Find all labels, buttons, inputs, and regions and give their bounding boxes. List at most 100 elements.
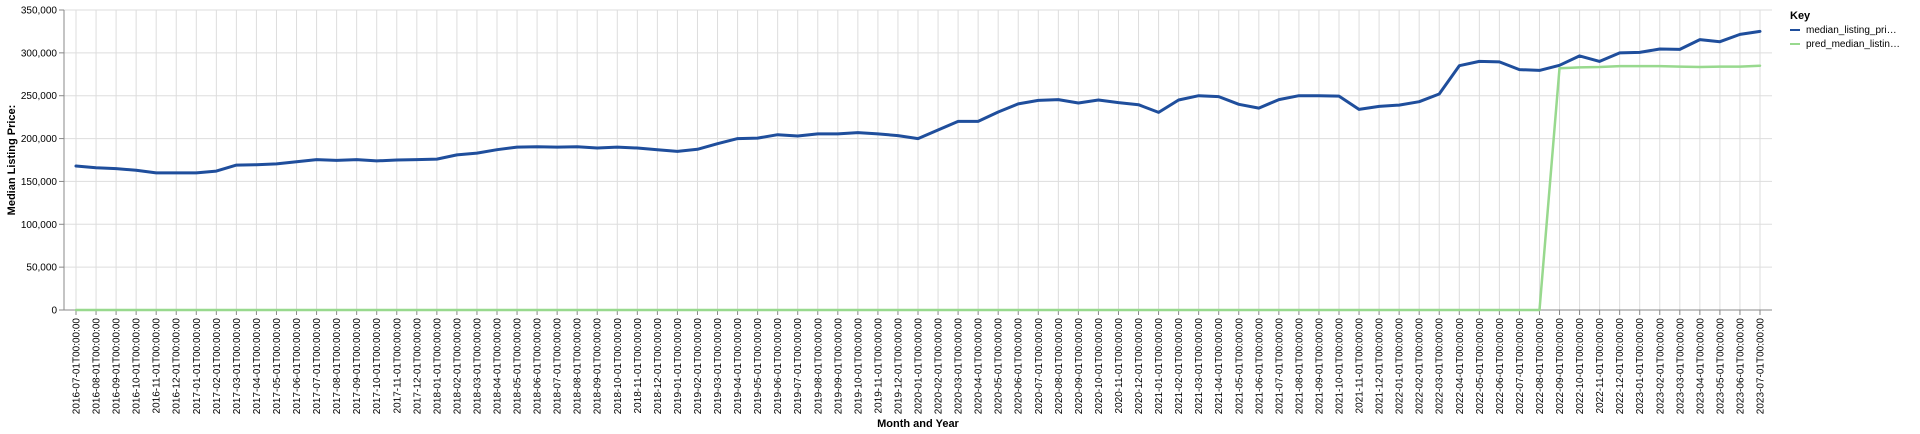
x-tick-label: 2022-02-01T00:00:00	[1415, 318, 1426, 415]
x-tick-label: 2021-04-01T00:00:00	[1214, 318, 1225, 415]
x-tick-label: 2019-07-01T00:00:00	[793, 318, 804, 415]
x-tick-label: 2020-12-01T00:00:00	[1134, 318, 1145, 415]
x-tick-label: 2017-07-01T00:00:00	[312, 318, 323, 415]
x-tick-label: 2023-05-01T00:00:00	[1715, 318, 1726, 415]
x-tick-label: 2017-03-01T00:00:00	[232, 318, 243, 415]
series-line-2	[74, 64, 1762, 312]
x-tick-label: 2018-03-01T00:00:00	[472, 318, 483, 415]
x-tick-label: 2016-12-01T00:00:00	[172, 318, 183, 415]
x-tick-label: 2023-01-01T00:00:00	[1635, 318, 1646, 415]
x-tick-label: 2018-12-01T00:00:00	[653, 318, 664, 415]
x-tick-label: 2017-01-01T00:00:00	[192, 318, 203, 415]
x-tick-label: 2018-01-01T00:00:00	[432, 318, 443, 415]
series-lines	[74, 29, 1762, 312]
x-tick-label: 2017-09-01T00:00:00	[352, 318, 363, 415]
y-tick-label: 150,000	[21, 177, 58, 188]
y-tick-label: 100,000	[21, 220, 58, 231]
x-tick-label: 2020-05-01T00:00:00	[994, 318, 1005, 415]
x-tick-label: 2020-04-01T00:00:00	[974, 318, 985, 415]
x-tick-label: 2021-08-01T00:00:00	[1294, 318, 1305, 415]
x-tick-label: 2019-08-01T00:00:00	[813, 318, 824, 415]
x-tick-label: 2023-07-01T00:00:00	[1756, 318, 1767, 415]
x-tick-label: 2019-03-01T00:00:00	[713, 318, 724, 415]
x-tick-label: 2021-09-01T00:00:00	[1314, 318, 1325, 415]
x-tick-label: 2019-06-01T00:00:00	[773, 318, 784, 415]
x-tick-label: 2021-06-01T00:00:00	[1254, 318, 1265, 415]
legend-label: median_listing_pri…	[1806, 25, 1897, 36]
x-tick-label: 2022-05-01T00:00:00	[1475, 318, 1486, 415]
y-tick-label: 300,000	[21, 48, 58, 59]
x-tick-label: 2018-05-01T00:00:00	[513, 318, 524, 415]
x-tick-label: 2021-10-01T00:00:00	[1335, 318, 1346, 415]
x-tick-label: 2018-08-01T00:00:00	[573, 318, 584, 415]
x-tick-label: 2022-11-01T00:00:00	[1595, 318, 1606, 414]
x-tick-label: 2019-10-01T00:00:00	[853, 318, 864, 415]
y-tick-label: 250,000	[21, 91, 58, 102]
x-tick-label: 2018-10-01T00:00:00	[613, 318, 624, 415]
x-tick-label: 2022-06-01T00:00:00	[1495, 318, 1506, 415]
x-tick-label: 2017-04-01T00:00:00	[252, 318, 263, 415]
x-tick-label: 2022-03-01T00:00:00	[1435, 318, 1446, 415]
x-tick-label: 2016-10-01T00:00:00	[132, 318, 143, 415]
x-tick-label: 2023-02-01T00:00:00	[1655, 318, 1666, 415]
series-line-1	[74, 29, 1762, 175]
x-tick-label: 2019-11-01T00:00:00	[873, 318, 884, 414]
x-tick-label: 2019-02-01T00:00:00	[693, 318, 704, 415]
x-tick-label: 2022-10-01T00:00:00	[1575, 318, 1586, 415]
x-tick-label: 2020-06-01T00:00:00	[1014, 318, 1025, 415]
x-tick-label: 2016-11-01T00:00:00	[152, 318, 163, 414]
x-tick-label: 2020-01-01T00:00:00	[914, 318, 925, 415]
x-tick-label: 2017-08-01T00:00:00	[332, 318, 343, 415]
y-axis-title: Median Listing Price:	[6, 105, 18, 216]
axes: 0 50,000 100,000 150,000 200,000 250,000 300,0…	[21, 6, 1772, 415]
x-tick-label: 2021-11-01T00:00:00	[1355, 318, 1366, 414]
x-tick-label: 2018-07-01T00:00:00	[553, 318, 564, 415]
x-tick-label: 2019-09-01T00:00:00	[833, 318, 844, 415]
x-tick-label: 2020-03-01T00:00:00	[954, 318, 965, 415]
x-tick-label: 2016-07-01T00:00:00	[72, 318, 83, 415]
x-tick-label: 2017-02-01T00:00:00	[212, 318, 223, 415]
x-tick-label: 2018-06-01T00:00:00	[533, 318, 544, 415]
legend-title: Key	[1790, 10, 1811, 22]
x-tick-label: 2020-09-01T00:00:00	[1074, 318, 1085, 415]
legend-label: pred_median_listin…	[1806, 39, 1900, 50]
x-tick-label: 2022-09-01T00:00:00	[1555, 318, 1566, 415]
x-tick-label: 2023-04-01T00:00:00	[1695, 318, 1706, 415]
x-tick-label: 2017-11-01T00:00:00	[392, 318, 403, 414]
x-tick-label: 2023-06-01T00:00:00	[1735, 318, 1746, 415]
x-tick-label: 2022-04-01T00:00:00	[1455, 318, 1466, 415]
x-tick-label: 2020-11-01T00:00:00	[1114, 318, 1125, 414]
y-tick-label: 50,000	[26, 263, 57, 274]
x-tick-label: 2016-08-01T00:00:00	[92, 318, 103, 415]
x-tick-label: 2022-07-01T00:00:00	[1515, 318, 1526, 415]
x-tick-label: 2017-06-01T00:00:00	[292, 318, 303, 415]
x-tick-label: 2017-12-01T00:00:00	[412, 318, 423, 415]
x-tick-label: 2022-12-01T00:00:00	[1615, 318, 1626, 415]
x-tick-label: 2018-11-01T00:00:00	[633, 318, 644, 414]
x-tick-label: 2020-10-01T00:00:00	[1094, 318, 1105, 415]
x-tick-label: 2019-05-01T00:00:00	[753, 318, 764, 415]
x-tick-label: 2020-08-01T00:00:00	[1054, 318, 1065, 415]
x-tick-label: 2017-10-01T00:00:00	[372, 318, 383, 415]
x-tick-label: 2022-08-01T00:00:00	[1535, 318, 1546, 415]
x-tick-label: 2017-05-01T00:00:00	[272, 318, 283, 415]
x-tick-label: 2021-01-01T00:00:00	[1154, 318, 1165, 415]
x-tick-label: 2018-02-01T00:00:00	[452, 318, 463, 415]
gridlines	[64, 9, 1772, 311]
x-tick-label: 2016-09-01T00:00:00	[112, 318, 123, 415]
x-tick-label: 2019-12-01T00:00:00	[893, 318, 904, 415]
x-tick-label: 2021-03-01T00:00:00	[1194, 318, 1205, 415]
x-tick-label: 2021-12-01T00:00:00	[1375, 318, 1386, 415]
x-tick-label: 2021-05-01T00:00:00	[1234, 318, 1245, 415]
x-tick-label: 2021-02-01T00:00:00	[1174, 318, 1185, 415]
y-tick-label: 200,000	[21, 134, 58, 145]
y-tick-label: 350,000	[21, 6, 58, 17]
legend: Key median_listing_pri… pred_median_listi…	[1790, 10, 1900, 50]
x-axis-title: Month and Year	[877, 418, 959, 430]
x-tick-label: 2022-01-01T00:00:00	[1395, 318, 1406, 415]
x-tick-label: 2019-01-01T00:00:00	[673, 318, 684, 415]
x-tick-label: 2023-03-01T00:00:00	[1675, 318, 1686, 415]
x-tick-label: 2018-09-01T00:00:00	[593, 318, 604, 415]
y-tick-label: 0	[51, 306, 57, 317]
